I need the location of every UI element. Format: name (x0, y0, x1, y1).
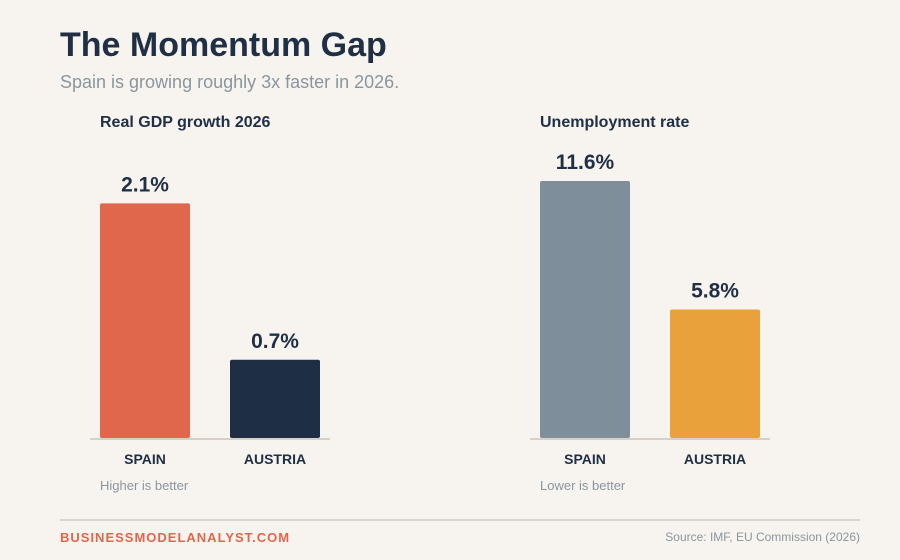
gdp-chart-title: Real GDP growth 2026 (100, 114, 271, 131)
footer-divider (60, 519, 860, 521)
brand-link[interactable]: BUSINESSMODELANALYST.COM (60, 530, 291, 545)
gdp-bar-spain (100, 203, 190, 438)
gdp-bar-austria (230, 359, 320, 438)
gdp-value-label-austria: 0.7% (251, 330, 299, 353)
unemployment-category-label-austria: AUSTRIA (684, 451, 746, 467)
gdp-chart-svg: 2.1% SPAIN 0.7% AUSTRIA (90, 173, 330, 467)
gdp-chart-panel: Real GDP growth 2026 2.1% SPAIN 0.7% AUSTRI… (60, 112, 340, 502)
unemployment-category-label-spain: SPAIN (564, 451, 606, 467)
gdp-chart-note: Higher is better (100, 478, 189, 493)
source-note: Source: IMF, EU Commission (2026) (665, 530, 860, 544)
gdp-value-label-spain: 2.1% (121, 173, 169, 196)
unemployment-chart-panel: Unemployment rate 11.6% SPAIN 5.8% AUSTRIA … (500, 112, 780, 502)
unemployment-bar-austria (670, 309, 760, 438)
unemployment-chart-svg: 11.6% SPAIN 5.8% AUSTRIA (530, 151, 770, 467)
unemployment-value-label-spain: 11.6% (556, 151, 615, 174)
unemployment-value-label-austria: 5.8% (691, 280, 739, 303)
unemployment-bar-spain (540, 181, 630, 438)
page-subtitle: Spain is growing roughly 3x faster in 20… (60, 72, 400, 92)
page-title: The Momentum Gap (60, 26, 387, 64)
unemployment-chart-note: Lower is better (540, 478, 626, 493)
gdp-category-label-austria: AUSTRIA (244, 451, 306, 467)
gdp-category-label-spain: SPAIN (124, 451, 166, 467)
unemployment-chart-title: Unemployment rate (540, 114, 690, 131)
